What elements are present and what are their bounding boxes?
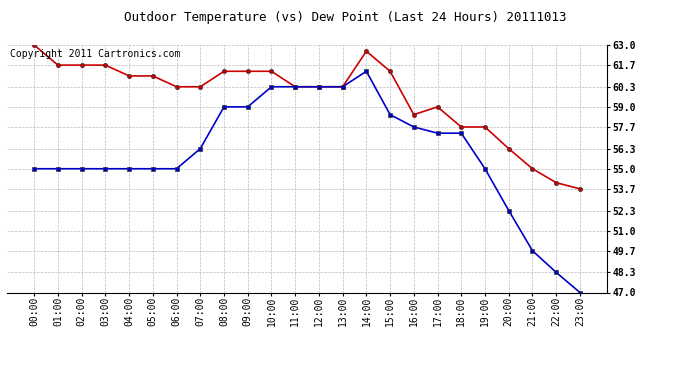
Text: Outdoor Temperature (vs) Dew Point (Last 24 Hours) 20111013: Outdoor Temperature (vs) Dew Point (Last…: [124, 11, 566, 24]
Text: Copyright 2011 Cartronics.com: Copyright 2011 Cartronics.com: [10, 49, 180, 59]
